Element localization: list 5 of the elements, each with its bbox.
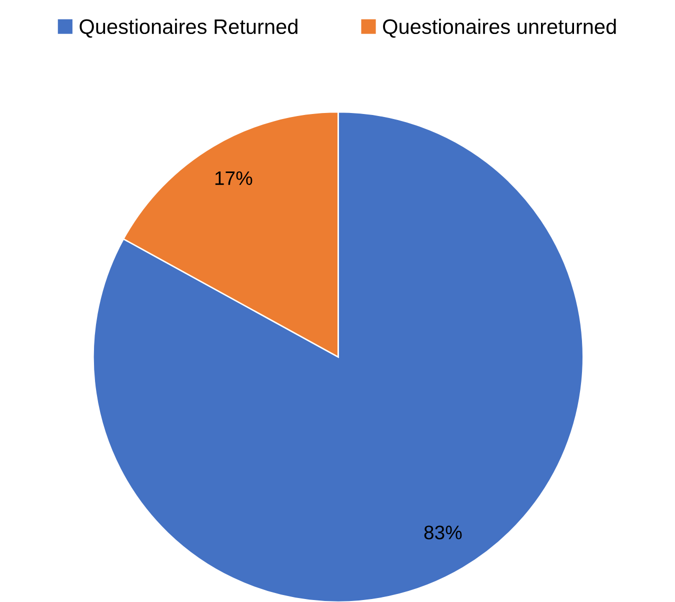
legend-label: Questionaires unreturned [383, 18, 616, 38]
data-label: 83% [424, 526, 462, 540]
pie-slice [92, 111, 584, 602]
legend-label: Questionaires Returned [80, 18, 298, 38]
data-label: 17% [215, 171, 252, 185]
